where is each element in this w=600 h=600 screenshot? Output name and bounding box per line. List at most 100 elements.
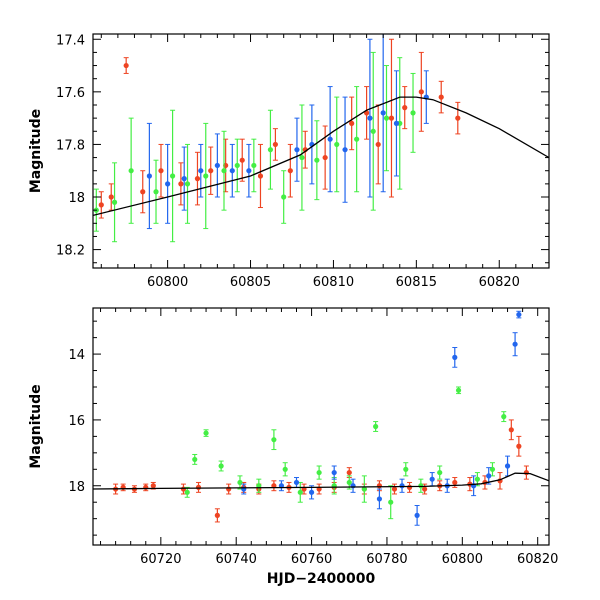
- data-point: [221, 168, 227, 174]
- data-point: [294, 147, 300, 153]
- data-point: [98, 202, 104, 208]
- y-axis-title: Magnitude: [28, 384, 44, 468]
- data-point: [108, 194, 114, 200]
- data-points: [93, 34, 461, 243]
- data-point: [370, 128, 376, 134]
- x-tick-label: 60800: [147, 275, 188, 290]
- data-point: [455, 115, 461, 121]
- data-point: [297, 489, 303, 495]
- data-point: [246, 168, 252, 174]
- data-point: [128, 168, 134, 174]
- data-point: [376, 496, 383, 502]
- series-1: [93, 51, 416, 243]
- plot-frame: [92, 33, 550, 269]
- data-point: [486, 473, 492, 479]
- data-point: [512, 341, 518, 347]
- x-axis-title: HJD−2400000: [267, 571, 376, 587]
- x-tick-label: 60810: [313, 275, 354, 290]
- data-point: [218, 463, 224, 469]
- data-point: [380, 110, 386, 116]
- data-point: [195, 484, 202, 490]
- data-point: [239, 157, 245, 163]
- data-point: [257, 173, 264, 179]
- data-point: [508, 427, 514, 433]
- data-point: [437, 469, 443, 476]
- data-point: [388, 115, 395, 121]
- data-point: [267, 147, 274, 153]
- data-point: [501, 414, 507, 420]
- y-tick-label: 17.4: [56, 33, 85, 48]
- data-point: [391, 486, 398, 492]
- panel-top: 60800 60805 60810 60815 60820 17.4 17.6 17.8 18 1…: [28, 33, 550, 290]
- data-point: [346, 469, 352, 476]
- data-point: [516, 311, 522, 318]
- data-point: [504, 463, 511, 469]
- data-point: [375, 141, 381, 148]
- data-point: [334, 141, 340, 148]
- data-point: [399, 483, 405, 489]
- data-point: [393, 120, 400, 126]
- data-points: [113, 310, 529, 526]
- data-point: [153, 189, 159, 195]
- data-point: [403, 466, 409, 472]
- x-tick-label: 60820: [517, 552, 558, 567]
- plot-frame: [92, 307, 550, 546]
- data-point: [327, 136, 333, 142]
- data-point: [418, 89, 424, 95]
- data-point: [383, 115, 390, 121]
- data-point: [165, 181, 171, 187]
- data-point: [293, 479, 300, 486]
- data-point: [322, 154, 328, 161]
- data-point: [523, 469, 529, 476]
- data-point: [194, 176, 201, 182]
- data-point: [367, 115, 373, 121]
- data-point: [346, 479, 352, 486]
- data-point: [299, 154, 305, 161]
- data-point: [516, 443, 522, 449]
- data-point: [271, 437, 277, 443]
- model-curve: [93, 472, 549, 490]
- data-point: [256, 483, 262, 489]
- data-point: [422, 486, 428, 492]
- data-point: [203, 430, 209, 436]
- data-point: [308, 489, 315, 495]
- x-tick-label: 60800: [442, 552, 483, 567]
- data-point: [272, 141, 278, 148]
- data-point: [203, 173, 209, 179]
- data-point: [342, 147, 348, 153]
- data-point: [361, 486, 367, 492]
- data-point: [373, 423, 379, 430]
- y-tick-label: 18: [68, 191, 85, 206]
- y-tick-label: 18: [68, 480, 85, 495]
- y-tick-label: 18.2: [56, 244, 85, 259]
- data-point: [178, 181, 184, 187]
- series-0: [98, 38, 461, 219]
- x-tick-label: 60740: [216, 552, 257, 567]
- y-tick-label: 16: [68, 414, 85, 429]
- data-point: [287, 168, 293, 174]
- data-point: [418, 483, 424, 489]
- data-point: [111, 199, 118, 205]
- data-point: [143, 484, 149, 490]
- data-point: [281, 194, 287, 200]
- y-axis-title: Magnitude: [28, 109, 44, 193]
- data-point: [455, 387, 462, 393]
- data-point: [331, 469, 337, 476]
- data-point: [198, 168, 204, 174]
- y-tick-label: 14: [68, 348, 85, 363]
- data-point: [438, 94, 444, 100]
- series-1: [184, 386, 507, 520]
- y-tick-label: 17.6: [56, 86, 85, 101]
- data-point: [169, 173, 176, 179]
- data-point: [410, 110, 416, 116]
- panel-bottom: 60720 60740 60760 60780 60800 60820 14 16 18 Magn…: [28, 307, 558, 587]
- data-point: [184, 181, 191, 187]
- data-point: [181, 176, 187, 182]
- data-point: [474, 476, 480, 482]
- data-point: [406, 484, 413, 490]
- data-point: [150, 483, 156, 489]
- data-point: [349, 120, 355, 126]
- data-point: [184, 489, 190, 495]
- x-tick-label: 60760: [291, 552, 332, 567]
